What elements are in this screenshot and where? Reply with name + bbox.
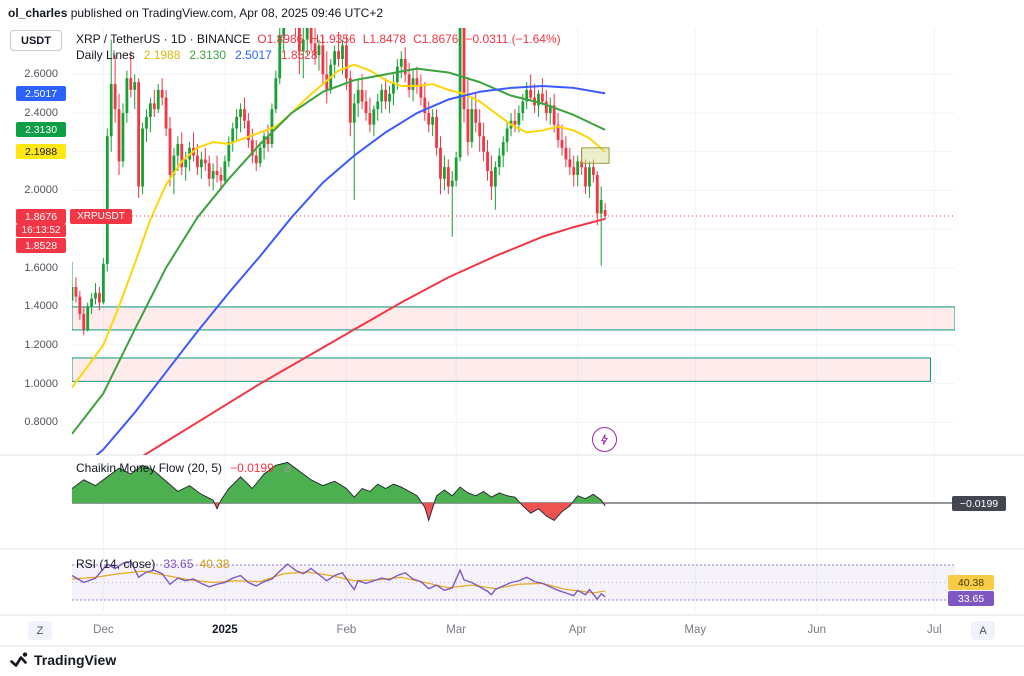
- daily-line-value-red: 1.8528: [280, 48, 318, 62]
- rsi-ma-badge: 40.38: [948, 575, 994, 590]
- ma-red-price-badge: 1.8528: [16, 238, 66, 253]
- rsi-title[interactable]: RSI (14, close): [76, 557, 156, 571]
- publish-text: published on TradingView.com, Apr 08, 20…: [67, 6, 384, 20]
- price-tick-label: 2.0000: [24, 184, 58, 197]
- rsi-pane: [72, 560, 955, 601]
- cmf-legend: Chaikin Money Flow (20, 5) −0.0199 ⌀: [76, 461, 291, 475]
- currency-button[interactable]: USDT: [10, 30, 62, 51]
- indicator-legend-row: Daily Lines 2.1988 2.3130 2.5017 1.8528: [76, 48, 318, 62]
- cmf-value: −0.0199: [230, 461, 274, 475]
- price-tick-label: 1.0000: [24, 377, 58, 390]
- indicator-circle-icon: ⌀: [283, 461, 292, 475]
- gridlines: [72, 28, 955, 612]
- price-tick-label: 1.4000: [24, 300, 58, 313]
- ma-line-red: [142, 217, 606, 455]
- price-tick-label: 1.6000: [24, 261, 58, 274]
- price-tick-label: 2.4000: [24, 107, 58, 120]
- cmf-value-badge: −0.0199: [952, 496, 1006, 511]
- cmf-title[interactable]: Chaikin Money Flow (20, 5): [76, 461, 223, 475]
- last-price-badge: 1.8676: [16, 209, 66, 224]
- rsi-line: [72, 560, 606, 601]
- auto-scale-button[interactable]: A: [971, 621, 995, 640]
- price-tick-label: 1.2000: [24, 339, 58, 351]
- rsi-ma-value: 40.38: [199, 557, 230, 571]
- price-tick-label: 0.8000: [24, 416, 58, 429]
- symbol-legend-row: XRP / TetherUS · 1D · BINANCE O1.8986 H1…: [76, 32, 561, 46]
- countdown-badge: 16:13:52: [16, 224, 66, 237]
- ohlc-high: H1.9356: [310, 32, 356, 46]
- symbol-title[interactable]: XRP / TetherUS · 1D · BINANCE: [76, 32, 251, 46]
- time-axis-label: 2025: [212, 624, 238, 636]
- time-axis-label: Jul: [927, 624, 942, 636]
- footer-brand[interactable]: TradingView: [10, 651, 116, 669]
- time-axis-label: Mar: [446, 624, 467, 636]
- ma-yellow-price-badge: 2.1988: [16, 144, 66, 159]
- time-axis-label: Apr: [568, 624, 587, 636]
- daily-lines-label[interactable]: Daily Lines: [76, 48, 135, 62]
- price-pane: [72, 28, 955, 455]
- time-axis-label: Dec: [93, 624, 114, 636]
- rsi-legend: RSI (14, close) 33.65 40.38: [76, 557, 229, 571]
- rsi-value-badge: 33.65: [948, 591, 994, 606]
- time-axis-label: Jun: [807, 624, 827, 636]
- time-axis[interactable]: Dec 2025 Feb Mar Apr May Jun Jul: [0, 624, 1024, 642]
- ma-blue-price-badge: 2.5017: [16, 86, 66, 101]
- footer-brand-text: TradingView: [34, 652, 117, 668]
- price-tick-label: 2.6000: [24, 68, 58, 81]
- daily-line-value-yellow: 2.1988: [143, 48, 181, 62]
- time-axis-label: Feb: [336, 624, 357, 636]
- lightning-bolt-icon: [601, 434, 608, 445]
- lightning-button[interactable]: [592, 427, 617, 452]
- ohlc-change: −0.0311 (−1.64%): [465, 32, 561, 46]
- daily-line-value-green: 2.3130: [189, 48, 227, 62]
- timezone-button[interactable]: Z: [28, 621, 52, 640]
- ma-line-blue: [95, 84, 606, 455]
- daily-line-value-blue: 2.5017: [235, 48, 272, 62]
- ma-line-green: [72, 67, 606, 435]
- publisher-name: ol_charles: [8, 6, 68, 20]
- ohlc-low: L1.8478: [362, 32, 407, 46]
- ohlc-open: O1.8986: [257, 32, 304, 46]
- publish-line: ol_charles published on TradingView.com,…: [8, 6, 383, 20]
- ma-line-yellow: [72, 63, 606, 389]
- time-axis-label: May: [684, 624, 707, 636]
- ma-green-price-badge: 2.3130: [16, 122, 66, 137]
- tradingview-logo-icon: [10, 652, 28, 667]
- cmf-pane: [72, 461, 955, 522]
- ohlc-close: C1.8676: [413, 32, 459, 46]
- rsi-value: 33.65: [163, 557, 194, 571]
- symbol-tag-badge: XRPUSDT: [70, 209, 132, 224]
